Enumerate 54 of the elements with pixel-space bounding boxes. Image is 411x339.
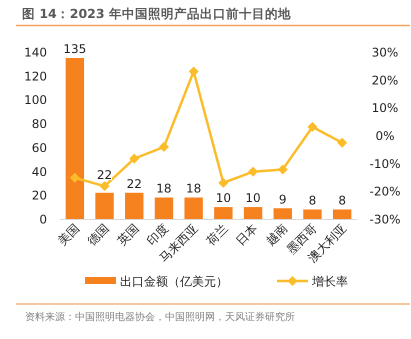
legend-label: 出口金额（亿美元） [120,274,228,288]
bar [66,58,84,219]
data-label: 135 [63,42,86,56]
x-tick-label: 德国 [84,221,112,248]
bar [125,192,144,219]
point [248,166,258,177]
bar [95,192,114,219]
y-tick-label: 20 [32,188,47,203]
y-tick-label: 140 [24,46,47,60]
data-label: 18 [186,182,202,196]
data-label: 22 [126,176,142,191]
y-tick-label: 60 [32,140,47,155]
x-tick-label: 英国 [114,221,142,248]
bar [154,198,174,219]
point [100,181,110,192]
point [129,154,140,164]
point [337,138,348,148]
text: 资料来源：中国照明电器协会，中国照明网，天风证券研究所 [25,311,295,323]
bar [214,207,233,219]
y2-tick-label: 20% [372,73,398,88]
chart-title: 图 14：2023 年中国照明产品出口前十目的地 [22,6,292,21]
data-label: 10 [216,191,231,206]
bar [274,208,292,219]
x-tick-label: 日本 [233,221,260,248]
y2-tick-label: 10% [372,101,398,116]
y2-tick-label: 0% [375,129,395,143]
point [218,178,228,188]
y-tick-label: 100 [24,93,47,108]
y2-tick-label: -30% [369,212,401,226]
y-tick-label: 120 [24,69,47,84]
data-label: 22 [96,168,112,182]
bar [244,207,262,219]
data-label: 9 [278,192,287,206]
y-tick-label: 40 [32,164,47,179]
x-tick-label: 荷兰 [204,221,230,248]
legend-label: 增长率 [311,274,348,288]
point [307,122,318,132]
y2-tick-label: -20% [369,184,401,199]
data-label: 18 [156,182,172,196]
y-tick-label: 0 [39,212,47,226]
bar [332,209,352,219]
point [70,172,80,183]
y2-tick-label: -10% [369,156,401,171]
bar [184,198,203,219]
data-label: 8 [338,193,346,208]
y-tick-label: 80 [32,117,47,132]
data-label: 8 [308,193,316,208]
point [158,142,169,152]
data-label: 10 [245,191,261,206]
point [278,164,288,174]
bar [303,209,322,219]
y2-tick-label: 30% [372,46,398,60]
x-tick-label: 美国 [55,221,82,248]
point [188,66,199,76]
